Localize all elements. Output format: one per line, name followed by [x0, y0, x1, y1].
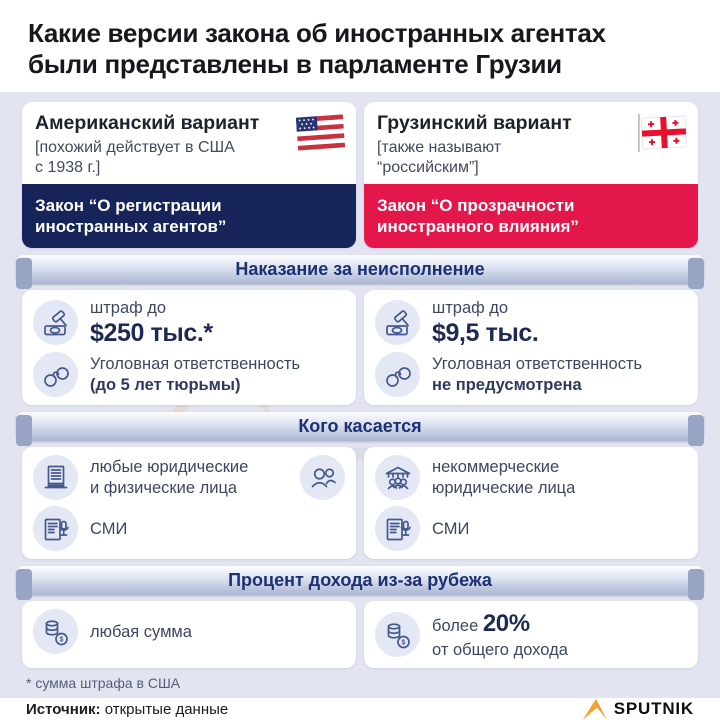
entities-line2: и физические лица	[90, 478, 238, 497]
ngo-bank-people-icon	[375, 455, 420, 501]
american-note-line2: с 1938 г.]	[35, 159, 101, 177]
criminal-line2: (до 5 лет тюрьмы)	[90, 375, 241, 394]
georgian-note-line1: [также называют	[377, 139, 502, 157]
fine-label: штраф до	[432, 299, 509, 318]
footnote: * сумма штрафа в США	[26, 675, 181, 692]
entities-line2: юридические лица	[432, 478, 576, 497]
media-row: СМИ	[375, 506, 687, 552]
income-amount-row: $ любая сумма	[33, 609, 345, 655]
georgian-note-line2: “российским”]	[377, 159, 479, 177]
criminal-line2: не предусмотрена	[432, 375, 582, 394]
criminal-row: Уголовная ответственность не предусмотре…	[375, 352, 687, 398]
income-georgian-card: $ более 20% от общего дохода	[364, 601, 698, 669]
media-label: СМИ	[90, 519, 128, 538]
georgia-flag-icon	[638, 112, 688, 178]
source-value: открытые данные	[104, 700, 229, 718]
media-label: СМИ	[432, 519, 470, 538]
american-law-line2: иностранных агентов”	[35, 217, 227, 237]
american-note-line1: [похожий действует в США	[35, 139, 235, 157]
coins-icon: $	[33, 609, 78, 655]
georgian-variant-header: Грузинский вариант [также называют “росс…	[364, 102, 698, 184]
georgian-law-line2: иностранного влияния”	[377, 217, 579, 237]
fine-row: штраф до $9,5 тыс.	[375, 298, 687, 346]
us-flag-icon	[295, 112, 346, 178]
american-law-banner: Закон “О регистрации иностранных агентов…	[22, 184, 356, 249]
handcuffs-icon	[33, 352, 78, 398]
american-variant-note: [похожий действует в США с 1938 г.]	[35, 138, 259, 178]
criminal-row: Уголовная ответственность (до 5 лет тюрь…	[33, 352, 345, 398]
media-row: СМИ	[33, 506, 345, 552]
fine-label: штраф до	[90, 299, 167, 318]
american-law-line1: Закон “О регистрации	[35, 195, 222, 215]
entities-row: любые юридические и физические лица	[33, 455, 345, 501]
criminal-line1: Уголовная ответственность	[90, 355, 301, 374]
sputnik-logo-icon	[582, 698, 607, 720]
svg-text:$: $	[59, 636, 63, 643]
georgian-law-line1: Закон “О прозрачности	[377, 195, 575, 215]
section-who-title: Кого касается	[298, 416, 422, 437]
entities-row: некоммерческие юридические лица	[375, 455, 687, 501]
svg-text:$: $	[401, 639, 405, 646]
georgian-law-banner: Закон “О прозрачности иностранного влиян…	[364, 184, 698, 249]
punishment-american-card: штраф до $250 тыс.* Уголовная ответствен…	[22, 290, 356, 406]
income-prefix: более	[432, 617, 479, 636]
income-amount-row: $ более 20% от общего дохода	[375, 609, 687, 660]
american-variant-header: Американский вариант [похожий действует …	[22, 102, 356, 184]
source-label: Источник:	[26, 700, 101, 718]
entities-texts: некоммерческие юридические лица	[432, 457, 575, 499]
coins-icon: $	[375, 612, 420, 658]
punishment-georgian-card: штраф до $9,5 тыс. Уголовная ответственн…	[364, 290, 698, 406]
income-american-card: $ любая сумма	[22, 601, 356, 669]
georgian-variant-title: Грузинский вариант	[377, 112, 572, 135]
fine-texts: штраф до $9,5 тыс.	[432, 298, 539, 348]
fine-amount: $9,5 тыс.	[432, 319, 539, 348]
fine-texts: штраф до $250 тыс.*	[90, 298, 213, 346]
fine-row: штраф до $250 тыс.*	[33, 298, 345, 346]
section-who-header: Кого касается	[16, 412, 704, 447]
who-american-card: любые юридические и физические лица	[22, 447, 356, 560]
income-percent: 20%	[482, 610, 530, 638]
criminal-texts: Уголовная ответственность (до 5 лет тюрь…	[90, 354, 300, 396]
handcuffs-icon	[375, 352, 420, 398]
sputnik-brand: SPUTNIK	[582, 698, 694, 720]
section-punishment-title: Наказание за неисполнение	[235, 259, 485, 280]
entities-line1: любые юридические	[90, 458, 249, 477]
variant-header-row: Американский вариант [похожий действует …	[16, 102, 704, 249]
office-building-icon	[33, 455, 78, 501]
section-income-header: Процент дохода из-за рубежа	[16, 566, 704, 601]
criminal-texts: Уголовная ответственность не предусмотре…	[432, 354, 642, 396]
newspaper-mic-icon	[375, 506, 420, 552]
income-row: $ любая сумма $	[16, 601, 704, 669]
income-suffix: от общего дохода	[432, 640, 568, 659]
american-variant-texts: Американский вариант [похожий действует …	[35, 112, 259, 178]
entities-line1: некоммерческие	[432, 458, 560, 477]
section-income-title: Процент дохода из-за рубежа	[228, 570, 492, 591]
page-title: Какие версии закона об иностранных агент…	[0, 0, 720, 92]
georgian-variant-note: [также называют “российским”]	[377, 138, 572, 178]
infographic-board: SPUTNIK Американский вариант [похожий де…	[0, 92, 720, 699]
gavel-money-icon	[375, 299, 420, 345]
american-variant-title: Американский вариант	[35, 112, 260, 135]
sputnik-logo-text: SPUTNIK	[613, 699, 694, 719]
footer: Источник: открытые данные SPUTNIK	[0, 698, 720, 720]
section-punishment-header: Наказание за неисполнение	[16, 255, 704, 290]
georgian-variant-texts: Грузинский вариант [также называют “росс…	[377, 112, 572, 178]
punishment-row: штраф до $250 тыс.* Уголовная ответствен…	[16, 290, 704, 406]
income-amount: любая сумма	[90, 622, 192, 641]
newspaper-mic-icon	[33, 506, 78, 552]
entities-texts: любые юридические и физические лица	[90, 457, 248, 499]
who-georgian-card: некоммерческие юридические лица	[364, 447, 698, 560]
criminal-line1: Уголовная ответственность	[432, 355, 643, 374]
who-row: любые юридические и физические лица	[16, 447, 704, 560]
georgian-variant-card: Грузинский вариант [также называют “росс…	[364, 102, 698, 249]
gavel-money-icon	[33, 299, 78, 345]
american-variant-card: Американский вариант [похожий действует …	[22, 102, 356, 249]
page-title-line2: были представлены в парламенте Грузии	[28, 49, 562, 80]
page-title-line1: Какие версии закона об иностранных агент…	[28, 18, 606, 48]
fine-amount: $250 тыс.*	[90, 319, 213, 348]
source-line: Источник: открытые данные	[26, 701, 228, 718]
people-icon	[300, 455, 345, 501]
income-texts: более 20% от общего дохода	[432, 609, 568, 660]
